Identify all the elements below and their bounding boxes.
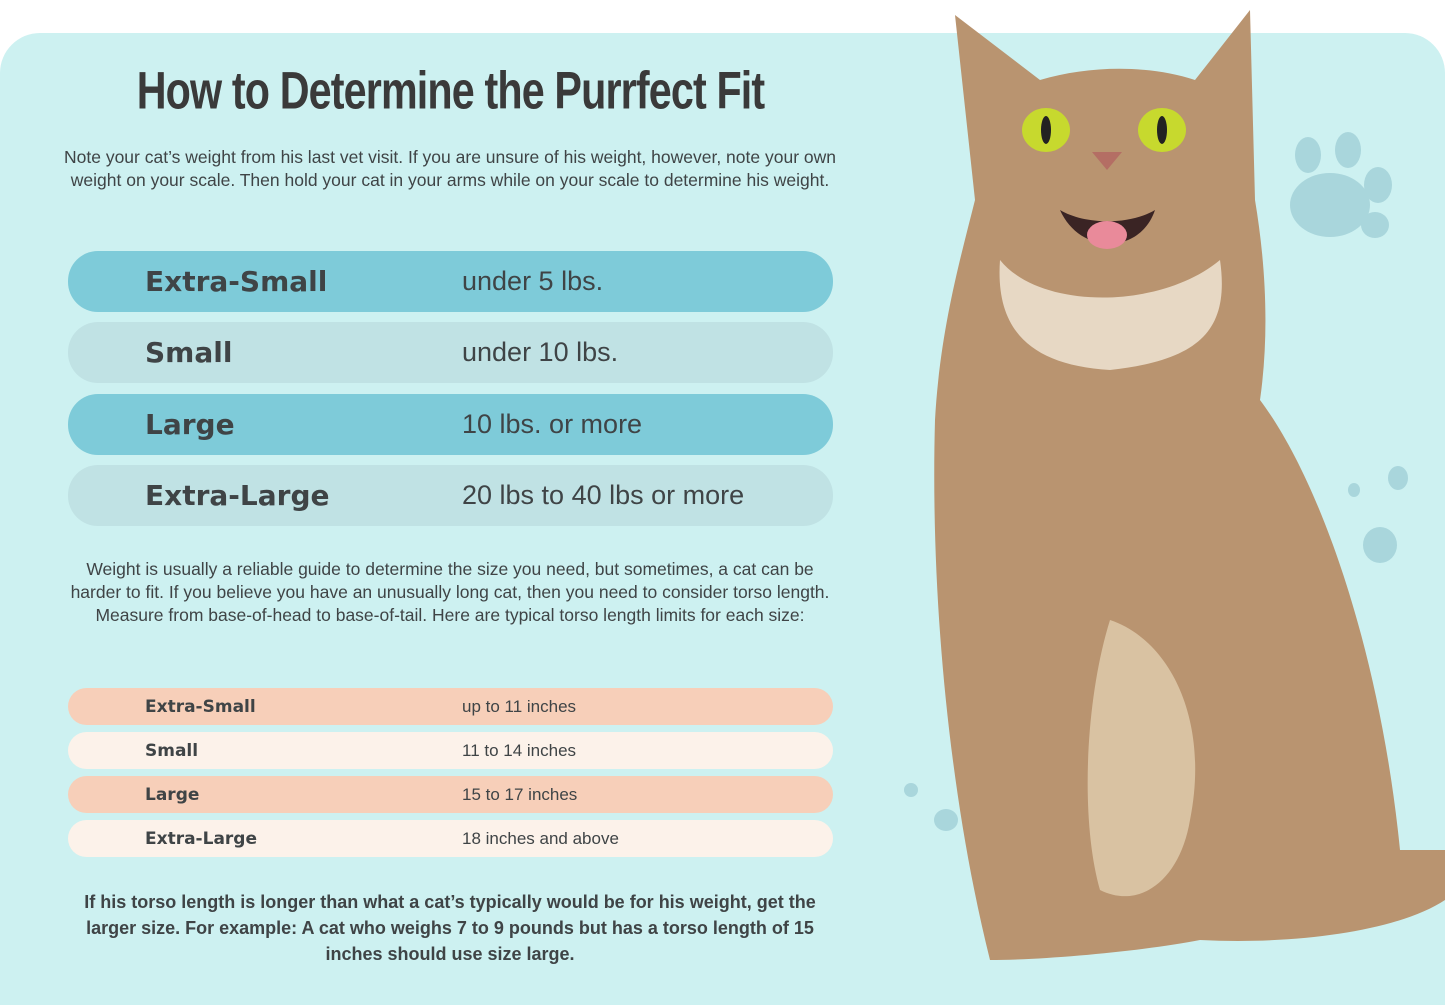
intro-text: Note your cat’s weight from his last vet… <box>64 147 836 190</box>
size-label: Extra-Large <box>145 479 330 512</box>
note-text: If his torso length is longer than what … <box>84 892 816 964</box>
weight-value: 20 lbs to 40 lbs or more <box>462 480 745 510</box>
size-label: Small <box>145 740 199 761</box>
torso-row: Extra-Large 18 inches and above <box>68 820 833 857</box>
size-label: Large <box>145 784 200 805</box>
torso-value: 15 to 17 inches <box>462 784 578 804</box>
weight-row: Extra-Large 20 lbs to 40 lbs or more <box>68 465 833 526</box>
weight-value: under 10 lbs. <box>462 337 619 367</box>
torso-intro-text: Weight is usually a reliable guide to de… <box>70 559 830 625</box>
torso-value: up to 11 inches <box>462 696 577 716</box>
size-label: Extra-Small <box>145 265 328 298</box>
page-title: How to Determine the Purrfect Fit <box>136 62 765 121</box>
torso-row: Extra-Small up to 11 inches <box>68 688 833 725</box>
weight-row: Large 10 lbs. or more <box>68 394 833 455</box>
torso-value: 11 to 14 inches <box>462 740 577 760</box>
cat-image <box>904 10 1445 960</box>
weight-row: Small under 10 lbs. <box>68 322 833 383</box>
weight-value: 10 lbs. or more <box>462 409 643 439</box>
torso-value: 18 inches and above <box>462 828 619 848</box>
size-label: Large <box>145 408 235 441</box>
torso-row: Large 15 to 17 inches <box>68 776 833 813</box>
torso-row: Small 11 to 14 inches <box>68 732 833 769</box>
weight-row: Extra-Small under 5 lbs. <box>68 251 833 312</box>
size-label: Extra-Large <box>145 828 258 849</box>
size-label: Extra-Small <box>145 696 256 717</box>
size-label: Small <box>145 336 233 369</box>
paw-print-icon <box>904 132 1408 831</box>
weight-value: under 5 lbs. <box>462 266 604 296</box>
